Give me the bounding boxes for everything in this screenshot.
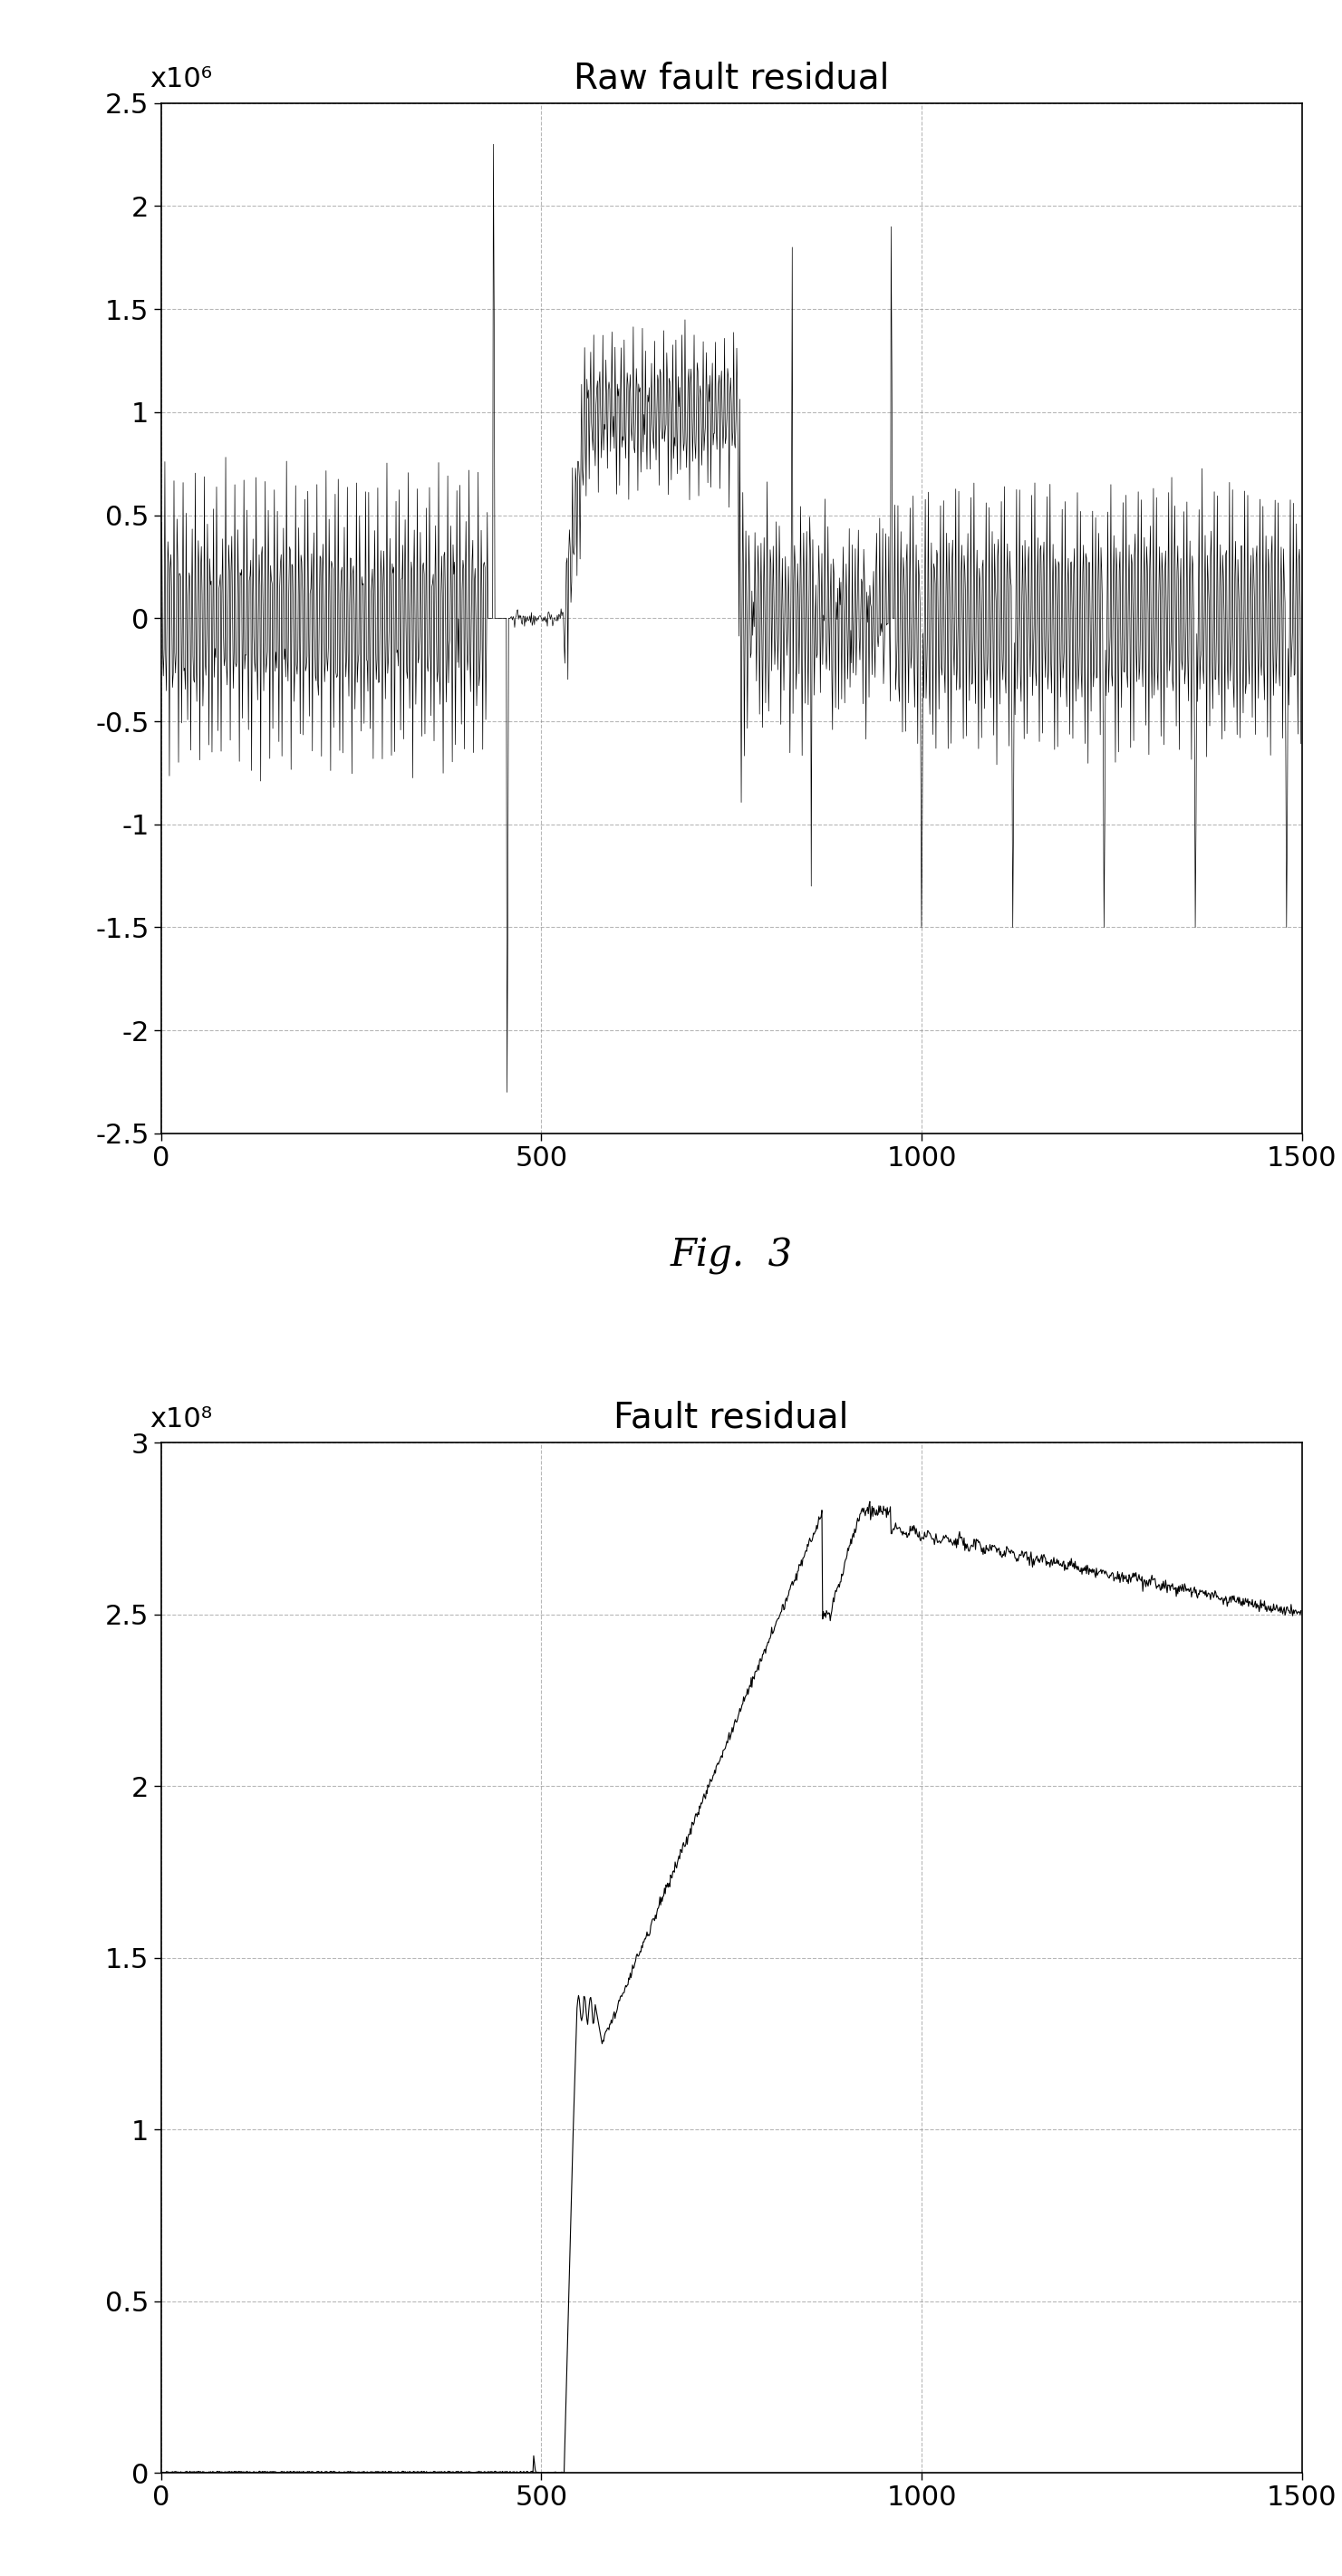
Title: Fault residual: Fault residual <box>613 1401 849 1435</box>
Text: x10⁶: x10⁶ <box>150 67 212 93</box>
Text: Fig.  3: Fig. 3 <box>670 1236 793 1275</box>
Text: x10⁸: x10⁸ <box>150 1406 212 1432</box>
Title: Raw fault residual: Raw fault residual <box>573 62 890 95</box>
